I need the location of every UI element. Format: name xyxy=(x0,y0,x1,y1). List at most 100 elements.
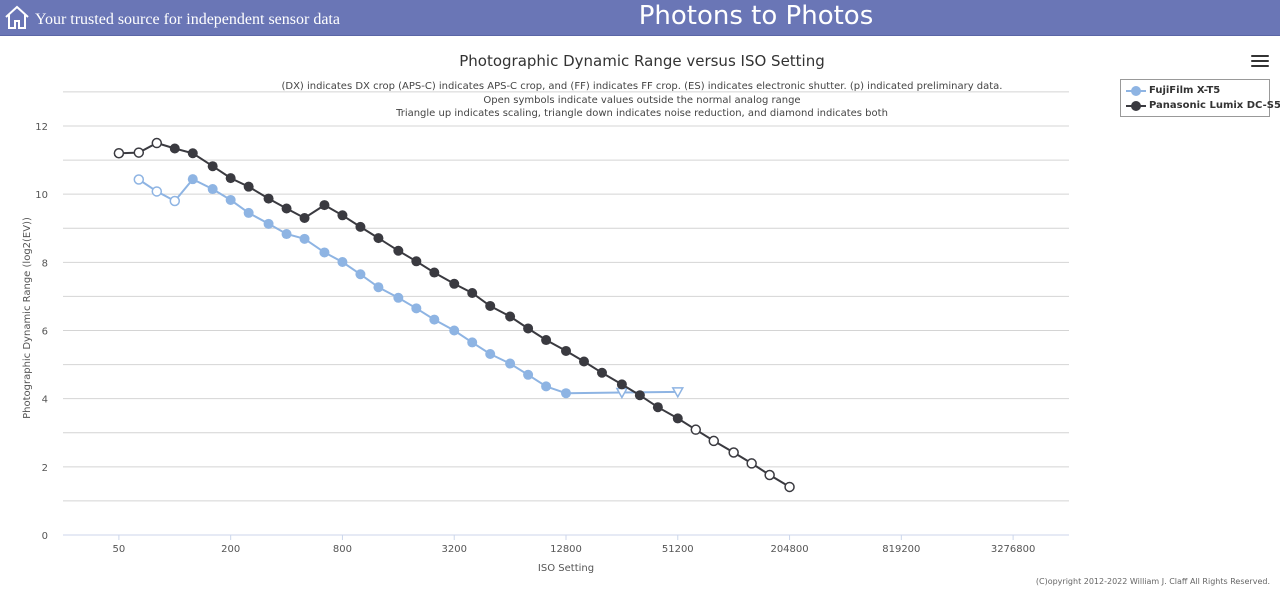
data-point[interactable] xyxy=(299,213,310,224)
data-point[interactable] xyxy=(541,381,552,392)
chart-title: Photographic Dynamic Range versus ISO Se… xyxy=(459,52,825,70)
menu-bar-icon xyxy=(1251,55,1269,57)
series-layer xyxy=(113,137,795,493)
data-point[interactable] xyxy=(169,143,180,154)
dynamic-range-chart: 0 2 4 6 8 10 12 50 200 800 3200 12800 51200 204800 819… xyxy=(22,52,1069,574)
data-point[interactable] xyxy=(411,303,422,314)
data-point[interactable] xyxy=(207,184,218,195)
data-point[interactable] xyxy=(449,278,460,289)
y-tick-label: 8 xyxy=(42,258,48,269)
data-point[interactable] xyxy=(505,358,516,369)
site-title-text[interactable]: Photons to Photos xyxy=(638,1,874,31)
data-point-open[interactable] xyxy=(133,174,145,185)
data-point[interactable] xyxy=(263,193,274,204)
data-point-open[interactable] xyxy=(169,195,181,207)
data-point[interactable] xyxy=(523,323,534,334)
data-point-triangle-down[interactable] xyxy=(671,387,685,399)
data-point[interactable] xyxy=(429,267,440,278)
data-point[interactable] xyxy=(355,269,366,280)
x-tick-label: 800 xyxy=(333,544,352,555)
data-point[interactable] xyxy=(187,148,198,159)
data-point[interactable] xyxy=(393,245,404,256)
data-point[interactable] xyxy=(429,314,440,325)
data-point[interactable] xyxy=(225,173,236,184)
data-point[interactable] xyxy=(411,256,422,267)
menu-bar-icon xyxy=(1251,65,1269,67)
grid-lines xyxy=(63,91,1069,502)
site-banner: Your trusted source for independent sens… xyxy=(0,0,1280,36)
data-point[interactable] xyxy=(319,247,330,258)
x-tick-label: 204800 xyxy=(770,544,808,555)
x-tick-label: 3200 xyxy=(441,544,466,555)
data-point[interactable] xyxy=(393,292,404,303)
x-tick-label: 51200 xyxy=(662,544,694,555)
data-point-open[interactable] xyxy=(133,147,145,158)
data-point-open[interactable] xyxy=(764,469,775,481)
y-tick-label: 10 xyxy=(35,190,48,201)
chart-subtitle-line-1: (DX) indicates DX crop (APS-C) indicates… xyxy=(281,81,1002,92)
data-point[interactable] xyxy=(373,233,384,244)
data-point[interactable] xyxy=(225,194,236,205)
data-point[interactable] xyxy=(634,390,645,401)
data-point[interactable] xyxy=(281,229,292,240)
hamburger-menu-icon[interactable] xyxy=(1251,55,1269,71)
data-point[interactable] xyxy=(596,367,607,378)
site-tagline: Your trusted source for independent sens… xyxy=(35,11,340,28)
series-0 xyxy=(133,174,685,400)
y-tick-label: 4 xyxy=(42,395,48,406)
data-point[interactable] xyxy=(337,256,348,267)
data-point-open[interactable] xyxy=(728,447,739,458)
data-point-open[interactable] xyxy=(151,137,163,149)
data-point-open[interactable] xyxy=(746,458,757,469)
data-point[interactable] xyxy=(319,200,330,211)
data-point[interactable] xyxy=(652,402,663,413)
data-point[interactable] xyxy=(373,282,384,293)
data-point[interactable] xyxy=(355,221,366,232)
x-tick-label: 3276800 xyxy=(991,544,1036,555)
chart-subtitle-line-2: Open symbols indicate values outside the… xyxy=(483,95,800,106)
legend-item-fujifilm[interactable]: FujiFilm X-T5 xyxy=(1126,84,1268,98)
data-point[interactable] xyxy=(467,288,478,299)
data-point[interactable] xyxy=(561,388,571,399)
legend-marker-icon xyxy=(1126,86,1146,96)
y-tick-label: 6 xyxy=(42,327,48,338)
data-point[interactable] xyxy=(485,300,496,311)
data-point[interactable] xyxy=(263,218,274,229)
legend-marker-icon xyxy=(1126,101,1146,111)
data-point-open[interactable] xyxy=(690,424,702,435)
data-point[interactable] xyxy=(449,325,460,336)
x-tick-label: 12800 xyxy=(550,544,582,555)
home-icon[interactable] xyxy=(3,3,31,31)
data-point[interactable] xyxy=(243,207,254,218)
data-point[interactable] xyxy=(187,174,198,185)
data-point[interactable] xyxy=(485,349,496,360)
data-point-open[interactable] xyxy=(708,435,720,447)
y-tick-label: 0 xyxy=(42,531,48,542)
chart-legend: FujiFilm X-T5 Panasonic Lumix DC-S5 xyxy=(1120,79,1280,117)
legend-item-panasonic[interactable]: Panasonic Lumix DC-S5 xyxy=(1126,99,1280,113)
data-point[interactable] xyxy=(467,337,478,348)
data-point[interactable] xyxy=(281,203,292,214)
data-point-open[interactable] xyxy=(784,481,795,493)
data-point[interactable] xyxy=(523,369,534,380)
data-point[interactable] xyxy=(672,413,683,424)
data-point-open[interactable] xyxy=(113,148,125,159)
chart-subtitle-line-3: Triangle up indicates scaling, triangle … xyxy=(395,108,888,119)
data-point[interactable] xyxy=(299,233,310,244)
data-point[interactable] xyxy=(243,181,254,192)
data-point[interactable] xyxy=(561,345,571,356)
data-point[interactable] xyxy=(578,356,589,367)
data-point[interactable] xyxy=(616,379,627,390)
axes: 0 2 4 6 8 10 12 50 200 800 3200 12800 51200 204800 819… xyxy=(35,122,1069,555)
data-point-open[interactable] xyxy=(151,186,163,197)
x-axis-label: ISO Setting xyxy=(538,563,594,574)
data-point[interactable] xyxy=(207,161,218,172)
data-point[interactable] xyxy=(337,210,348,221)
site-title: Photons to Photos xyxy=(0,1,1280,31)
x-tick-label: 200 xyxy=(221,544,240,555)
data-point[interactable] xyxy=(541,335,552,346)
menu-bar-icon xyxy=(1251,60,1269,62)
data-point[interactable] xyxy=(505,311,516,322)
x-tick-label: 50 xyxy=(113,544,126,555)
y-axis-label: Photographic Dynamic Range (log2(EV)) xyxy=(22,217,33,419)
